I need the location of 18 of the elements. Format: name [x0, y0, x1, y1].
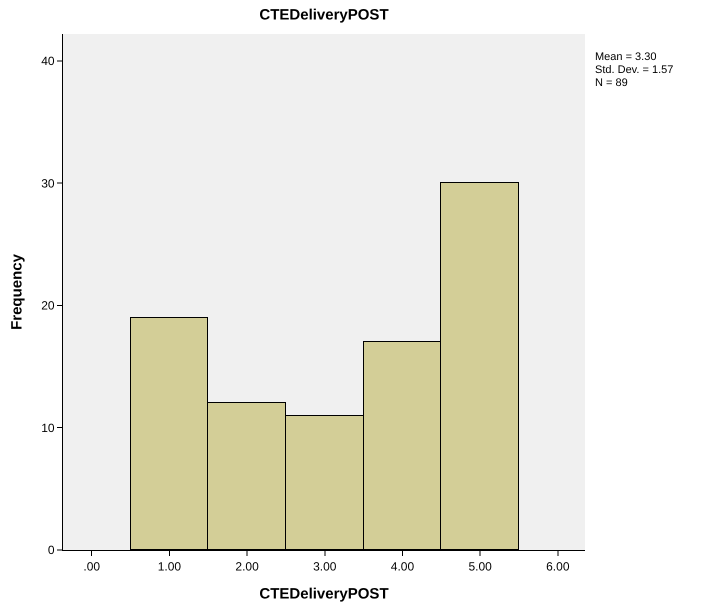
- x-tick-label: 3.00: [313, 559, 337, 574]
- x-tick-label: 6.00: [546, 559, 570, 574]
- y-tick-label: 10: [41, 420, 55, 435]
- x-tick-label: .00: [83, 559, 100, 574]
- text: Mean = 3.30: [595, 51, 656, 63]
- x-tick-label: 5.00: [468, 559, 492, 574]
- y-axis-title: Frequency: [8, 253, 26, 330]
- text: Std. Dev. = 1.57: [595, 64, 674, 76]
- x-tick-label: 2.00: [235, 559, 260, 574]
- x-axis-title: CTEDeliveryPOST: [259, 585, 389, 602]
- y-tick-label: 40: [41, 54, 55, 68]
- y-tick-label: 20: [41, 298, 55, 313]
- text: N = 89: [595, 77, 628, 89]
- x-tick-label: 1.00: [158, 559, 182, 574]
- y-tick-label: 30: [41, 176, 55, 190]
- x-tick-label: 4.00: [390, 559, 414, 574]
- y-tick-label: 0: [48, 543, 55, 558]
- chart-title: CTEDeliveryPOST: [259, 6, 389, 24]
